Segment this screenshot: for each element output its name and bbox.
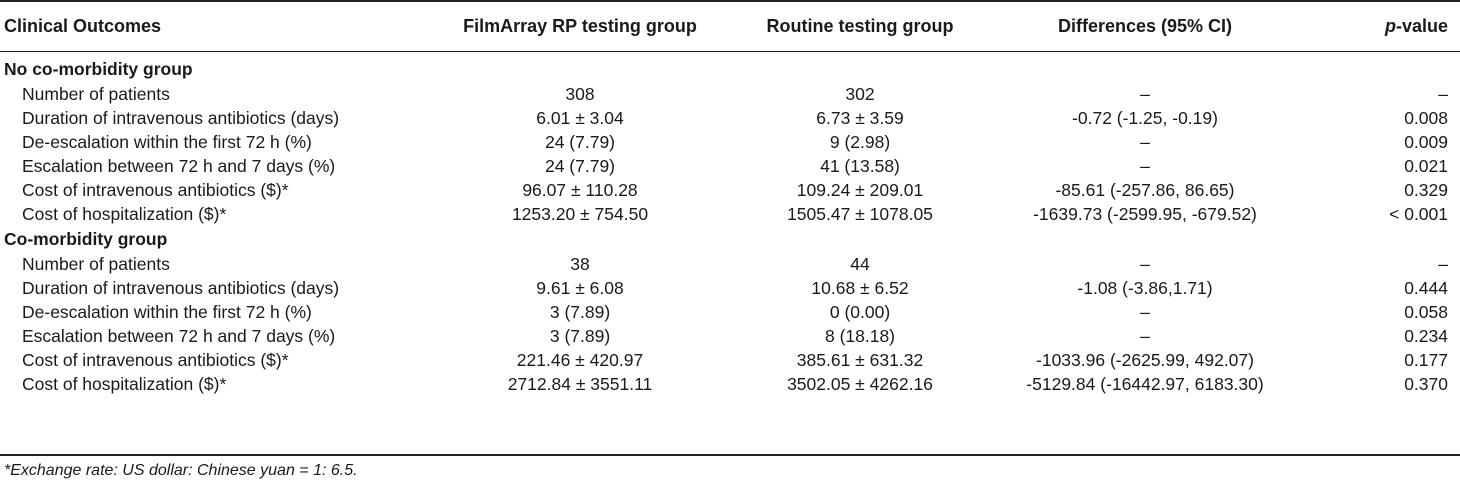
cell-outcome: De-escalation within the first 72 h (%): [22, 301, 312, 322]
table-row: Cost of hospitalization ($)* 2712.84 ± 35…: [0, 372, 1460, 396]
cell-outcome: Escalation between 72 h and 7 days (%): [22, 325, 336, 346]
header-p-italic: p: [1384, 15, 1396, 36]
cell-routine: 385.61 ± 631.32: [796, 349, 924, 370]
cell-routine: 1505.47 ± 1078.05: [787, 203, 933, 224]
cell-outcome: Cost of hospitalization ($)*: [22, 373, 227, 394]
cell-p-value: 0.058: [1404, 301, 1448, 322]
cell-p-value: –: [1438, 253, 1448, 274]
cell-p-value: 0.329: [1404, 179, 1448, 200]
table-body: No co-morbidity group Number of patients 3…: [0, 52, 1460, 396]
cell-p-value: 0.234: [1404, 325, 1448, 346]
cell-filmarray: 3 (7.89): [549, 325, 611, 346]
cell-difference: –: [1140, 83, 1150, 104]
cell-difference: -1639.73 (-2599.95, -679.52): [1033, 203, 1257, 224]
cell-routine: 302: [845, 83, 875, 104]
cell-filmarray: 38: [570, 253, 590, 274]
cell-outcome: Escalation between 72 h and 7 days (%): [22, 155, 336, 176]
cell-outcome: Cost of intravenous antibiotics ($)*: [22, 349, 289, 370]
cell-outcome: Cost of intravenous antibiotics ($)*: [22, 179, 289, 200]
header-p-suffix: -value: [1395, 15, 1448, 36]
table-row: Cost of intravenous antibiotics ($)* 221.…: [0, 348, 1460, 372]
cell-difference: -0.72 (-1.25, -0.19): [1072, 107, 1218, 128]
group-header-row: No co-morbidity group: [0, 52, 1460, 82]
table-row: De-escalation within the first 72 h (%) 3…: [0, 300, 1460, 324]
cell-difference: –: [1140, 301, 1150, 322]
cell-filmarray: 9.61 ± 6.08: [536, 277, 624, 298]
cell-routine: 9 (2.98): [829, 131, 891, 152]
table-row: Cost of hospitalization ($)* 1253.20 ± 75…: [0, 202, 1460, 226]
header-routine-group: Routine testing group: [766, 15, 954, 36]
cell-p-value: 0.021: [1404, 155, 1448, 176]
table-row: Number of patients 38 44 – –: [0, 252, 1460, 276]
cell-p-value: 0.177: [1404, 349, 1448, 370]
cell-filmarray: 2712.84 ± 3551.11: [507, 373, 653, 394]
table-header: Clinical Outcomes FilmArray RP testing g…: [0, 0, 1460, 52]
top-rule: [0, 0, 1460, 2]
cell-p-value: < 0.001: [1389, 203, 1448, 224]
header-rule: [0, 51, 1460, 52]
cell-routine: 6.73 ± 3.59: [816, 107, 904, 128]
cell-routine: 10.68 ± 6.52: [811, 277, 909, 298]
cell-filmarray: 24 (7.79): [544, 131, 616, 152]
header-clinical-outcomes: Clinical Outcomes: [4, 15, 162, 36]
cell-p-value: 0.444: [1404, 277, 1448, 298]
cell-routine: 41 (13.58): [820, 155, 900, 176]
cell-difference: –: [1140, 325, 1150, 346]
cell-filmarray: 221.46 ± 420.97: [516, 349, 644, 370]
cell-difference: –: [1140, 155, 1150, 176]
cell-outcome: Duration of intravenous antibiotics (day…: [22, 277, 340, 298]
table-row: Duration of intravenous antibiotics (day…: [0, 276, 1460, 300]
footnote: *Exchange rate: US dollar: Chinese yuan …: [4, 462, 358, 479]
cell-outcome: Number of patients: [22, 83, 170, 104]
cell-routine: 109.24 ± 209.01: [796, 179, 924, 200]
cell-difference: -1033.96 (-2625.99, 492.07): [1036, 349, 1254, 370]
header-differences: Differences (95% CI): [1057, 15, 1233, 36]
header-filmarray-group: FilmArray RP testing group: [463, 15, 697, 36]
cell-difference: –: [1140, 253, 1150, 274]
cell-routine: 3502.05 ± 4262.16: [787, 373, 933, 394]
bottom-rule: [0, 454, 1460, 456]
cell-p-value: –: [1438, 83, 1448, 104]
table-row: Escalation between 72 h and 7 days (%) 3 …: [0, 324, 1460, 348]
cell-difference: –: [1140, 131, 1150, 152]
cell-filmarray: 1253.20 ± 754.50: [511, 203, 649, 224]
cell-p-value: 0.370: [1404, 373, 1448, 394]
group-title: Co-morbidity group: [4, 228, 168, 249]
cell-outcome: De-escalation within the first 72 h (%): [22, 131, 312, 152]
cell-routine: 0 (0.00): [829, 301, 891, 322]
cell-difference: -1.08 (-3.86,1.71): [1077, 277, 1213, 298]
table-row: Number of patients 308 302 – –: [0, 82, 1460, 106]
cell-filmarray: 308: [565, 83, 595, 104]
table-row: Escalation between 72 h and 7 days (%) 24…: [0, 154, 1460, 178]
cell-filmarray: 24 (7.79): [544, 155, 616, 176]
cell-routine: 44: [850, 253, 870, 274]
cell-filmarray: 96.07 ± 110.28: [522, 179, 638, 200]
table-row: Duration of intravenous antibiotics (day…: [0, 106, 1460, 130]
header-row: Clinical Outcomes FilmArray RP testing g…: [0, 0, 1460, 52]
cell-p-value: 0.009: [1404, 131, 1448, 152]
clinical-outcomes-table: Clinical Outcomes FilmArray RP testing g…: [0, 0, 1460, 396]
cell-difference: -5129.84 (-16442.97, 6183.30): [1026, 373, 1264, 394]
cell-p-value: 0.008: [1404, 107, 1448, 128]
cell-filmarray: 3 (7.89): [549, 301, 611, 322]
cell-outcome: Number of patients: [22, 253, 170, 274]
group-title: No co-morbidity group: [4, 58, 193, 79]
cell-routine: 8 (18.18): [824, 325, 896, 346]
table-row: De-escalation within the first 72 h (%) 2…: [0, 130, 1460, 154]
table-row: Cost of intravenous antibiotics ($)* 96.0…: [0, 178, 1460, 202]
cell-difference: -85.61 (-257.86, 86.65): [1055, 179, 1235, 200]
cell-outcome: Cost of hospitalization ($)*: [22, 203, 227, 224]
cell-outcome: Duration of intravenous antibiotics (day…: [22, 107, 340, 128]
cell-filmarray: 6.01 ± 3.04: [536, 107, 624, 128]
group-header-row: Co-morbidity group: [0, 226, 1460, 252]
header-p-value: p-value: [1310, 0, 1460, 52]
